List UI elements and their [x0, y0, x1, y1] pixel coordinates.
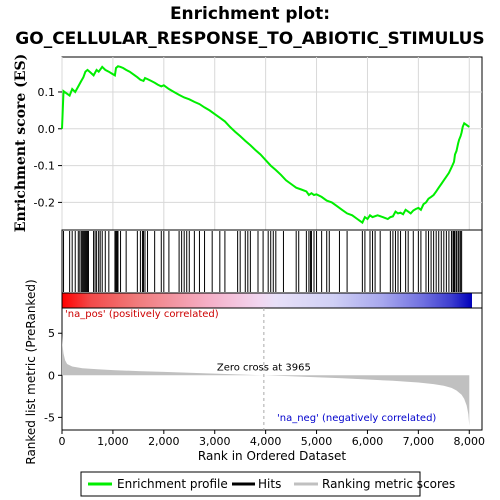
legend: Enrichment profile Hits Ranking metric s…: [80, 471, 455, 497]
hit-markers: [63, 231, 463, 292]
na-pos-label: 'na_pos' (positively correlated): [65, 309, 219, 320]
es-tick-label: -0.1: [34, 160, 55, 173]
x-tick-label: 2,000: [148, 435, 180, 448]
metric-y-axis-label: Ranked list metric (PreRanked): [24, 279, 38, 464]
x-tick-label: 4,000: [250, 435, 282, 448]
es-y-axis-label: Enrichment score (ES): [13, 54, 29, 232]
ranking-metric-area: [62, 334, 470, 426]
rank-heat-bar: [62, 293, 472, 308]
metric-y-axis: -5 0 5: [44, 327, 62, 424]
chart-title-line2: GO_CELLULAR_RESPONSE_TO_ABIOTIC_STIMULUS: [15, 29, 484, 49]
metric-panel-frame: [61, 307, 483, 431]
x-axis: 0 1,000 2,000 3,000 4,000 5,000 6,000 7,000 8,00…: [59, 430, 486, 448]
es-y-axis: -0.2 -0.1 0.0 0.1: [34, 86, 62, 209]
hits-panel-frame: [61, 229, 483, 294]
metric-tick-label: 0: [48, 369, 55, 382]
x-tick-label: 7,000: [403, 435, 435, 448]
chart-title-line1: Enrichment plot:: [170, 4, 330, 24]
x-tick-label: 5,000: [301, 435, 333, 448]
zero-cross-label: Zero cross at 3965: [217, 362, 311, 373]
x-axis-label: Rank in Ordered Dataset: [198, 449, 346, 463]
metric-tick-label: -5: [44, 411, 55, 424]
es-tick-label: -0.2: [34, 196, 55, 209]
x-tick-label: 6,000: [352, 435, 384, 448]
legend-profile-label: Enrichment profile: [117, 477, 228, 491]
legend-metric-label: Ranking metric scores: [322, 477, 455, 491]
enrichment-profile-line: [61, 65, 470, 225]
x-tick-label: 1,000: [97, 435, 129, 448]
es-tick-label: 0.0: [38, 123, 56, 136]
x-tick-label: 3,000: [199, 435, 231, 448]
na-neg-label: 'na_neg' (negatively correlated): [277, 413, 436, 424]
metric-tick-label: 5: [48, 327, 55, 340]
legend-hits-label: Hits: [258, 477, 281, 491]
es-panel-frame: [61, 56, 483, 231]
x-tick-label: 0: [59, 435, 66, 448]
x-tick-label: 8,000: [454, 435, 486, 448]
es-grid: [61, 57, 482, 230]
es-tick-label: 0.1: [38, 86, 56, 99]
